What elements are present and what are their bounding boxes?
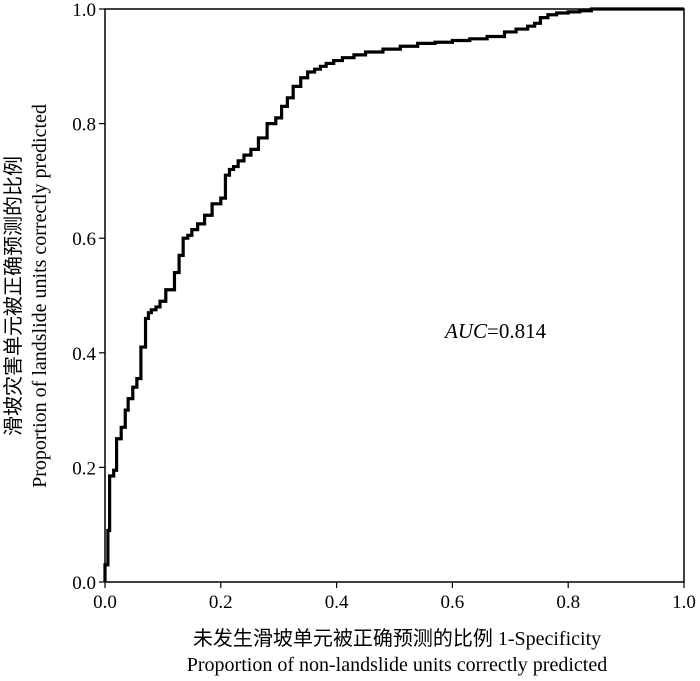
x-axis-title-cn: 未发生滑坡单元被正确预测的比例 1-Specificity xyxy=(193,627,601,650)
y-tick-label: 0.0 xyxy=(72,573,96,594)
x-tick-label: 0.2 xyxy=(209,592,233,613)
axis-ticks xyxy=(99,8,685,588)
x-tick-label: 1.0 xyxy=(672,592,696,613)
y-tick-label: 0.6 xyxy=(72,229,96,250)
y-axis-title-en: Proportion of landslide units correctly … xyxy=(29,104,51,488)
x-tick-label: 0.6 xyxy=(441,592,465,613)
y-tick-label: 0.2 xyxy=(72,458,96,479)
auc-label: AUC xyxy=(443,319,488,343)
x-tick-label: 0.4 xyxy=(325,592,349,613)
y-tick-label: 1.0 xyxy=(72,0,96,21)
x-axis-title-en: Proportion of non-landslide units correc… xyxy=(187,654,607,676)
x-tick-label: 0.0 xyxy=(93,592,117,613)
plot-frame xyxy=(104,8,685,583)
auc-annotation: AUC=0.814 xyxy=(443,319,547,343)
axis-tick-labels: 0.0 0.2 0.4 0.6 0.8 1.0 0.0 0.2 0.4 0.6 0.8 1.0 xyxy=(72,0,696,613)
y-tick-label: 0.4 xyxy=(72,344,96,365)
y-axis-title-cn: 滑坡灾害单元被正确预测的比例 xyxy=(2,156,25,436)
x-tick-label: 0.8 xyxy=(556,592,580,613)
auc-value: =0.814 xyxy=(487,319,547,343)
roc-curve-line xyxy=(103,7,684,582)
y-tick-label: 0.8 xyxy=(72,115,96,136)
